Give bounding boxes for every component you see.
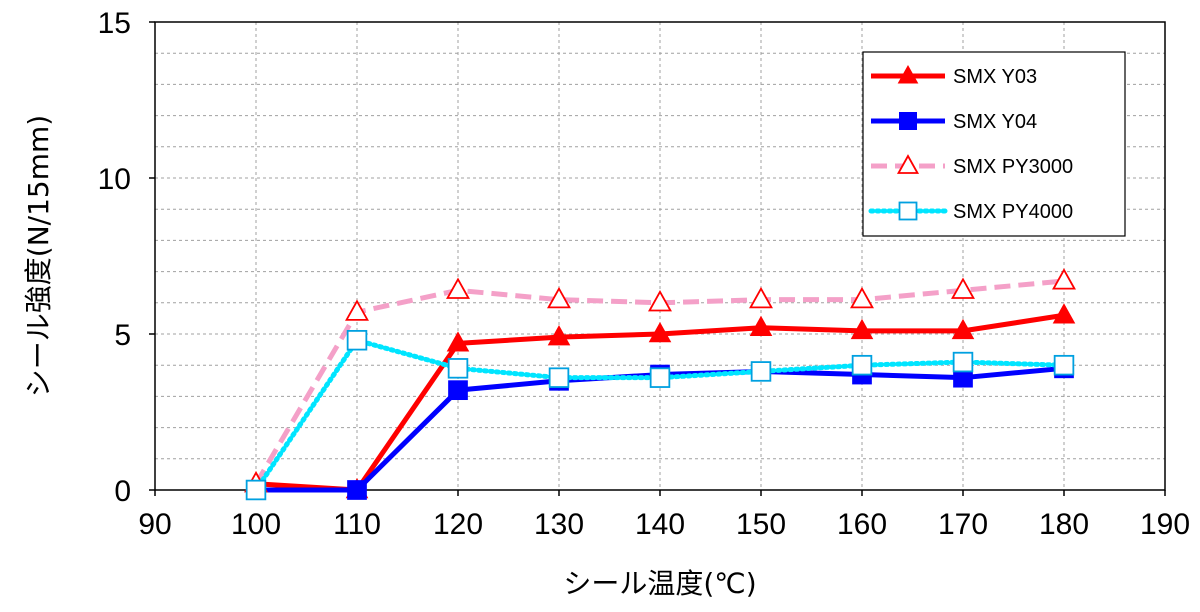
data-point-marker: [346, 329, 368, 351]
x-tick-label: 150: [736, 508, 786, 541]
x-tick-label: 180: [1039, 508, 1089, 541]
data-point-marker: [446, 277, 470, 299]
data-point-marker: [548, 367, 570, 388]
series-4: [245, 329, 1075, 501]
legend: SMX Y03 SMX Y04 SMX PY3000 SMX PY4000: [862, 51, 1126, 237]
data-point-marker: [1052, 268, 1076, 290]
legend-item: SMX PY3000: [871, 154, 1073, 178]
data-point-marker: [1052, 303, 1076, 324]
x-axis-title: シール温度(℃): [563, 567, 756, 600]
y-tick-label: 5: [114, 319, 131, 352]
legend-label: SMX Y03: [953, 66, 1037, 88]
data-point-marker: [897, 64, 919, 84]
x-tick-label: 110: [333, 508, 381, 541]
data-point-marker: [1053, 354, 1075, 376]
data-point-marker: [749, 315, 773, 336]
data-point-marker: [345, 299, 369, 321]
data-point-marker: [898, 201, 918, 221]
data-point-marker: [547, 286, 571, 309]
x-tick-label: 90: [138, 508, 171, 541]
legend-item: SMX Y04: [871, 111, 1037, 133]
x-axis-ticks: 90 100 110 120 130 140 150 160 170 180 190: [138, 490, 1190, 541]
data-point-marker: [952, 351, 974, 373]
data-point-marker: [447, 358, 469, 379]
data-point-marker: [851, 354, 873, 376]
x-tick-label: 130: [534, 508, 584, 541]
legend-label: SMX PY4000: [953, 201, 1073, 223]
data-point-marker: [951, 318, 975, 340]
data-point-marker: [446, 331, 470, 352]
data-point-marker: [649, 367, 671, 388]
legend-item: SMX PY4000: [868, 201, 1073, 223]
x-tick-label: 170: [938, 508, 988, 541]
data-point-marker: [951, 277, 975, 299]
x-tick-label: 190: [1140, 508, 1190, 541]
data-point-marker: [648, 289, 672, 312]
x-tick-label: 120: [433, 508, 483, 541]
data-point-marker: [245, 479, 267, 501]
data-point-marker: [850, 286, 874, 309]
data-point-marker: [648, 321, 672, 343]
data-point-marker: [896, 154, 920, 174]
y-axis-ticks: 0 5 10 15: [98, 7, 155, 508]
y-tick-label: 15: [98, 7, 131, 40]
legend-label: SMX Y04: [953, 111, 1037, 133]
legend-item: SMX Y03: [871, 64, 1037, 88]
x-tick-label: 140: [635, 508, 685, 541]
data-point-marker: [749, 286, 773, 309]
data-point-marker: [347, 480, 367, 500]
y-tick-label: 0: [114, 475, 131, 508]
data-point-marker: [850, 318, 874, 340]
data-point-marker: [899, 112, 917, 130]
y-axis-title: シール強度(N/15mm): [22, 115, 55, 397]
data-point-marker: [448, 380, 468, 401]
data-point-marker: [547, 325, 571, 346]
legend-label: SMX PY3000: [953, 156, 1073, 178]
y-tick-label: 10: [98, 163, 131, 196]
x-tick-label: 160: [837, 508, 887, 541]
data-point-marker: [750, 361, 772, 382]
series: [244, 268, 1076, 501]
x-tick-label: 100: [231, 508, 281, 541]
